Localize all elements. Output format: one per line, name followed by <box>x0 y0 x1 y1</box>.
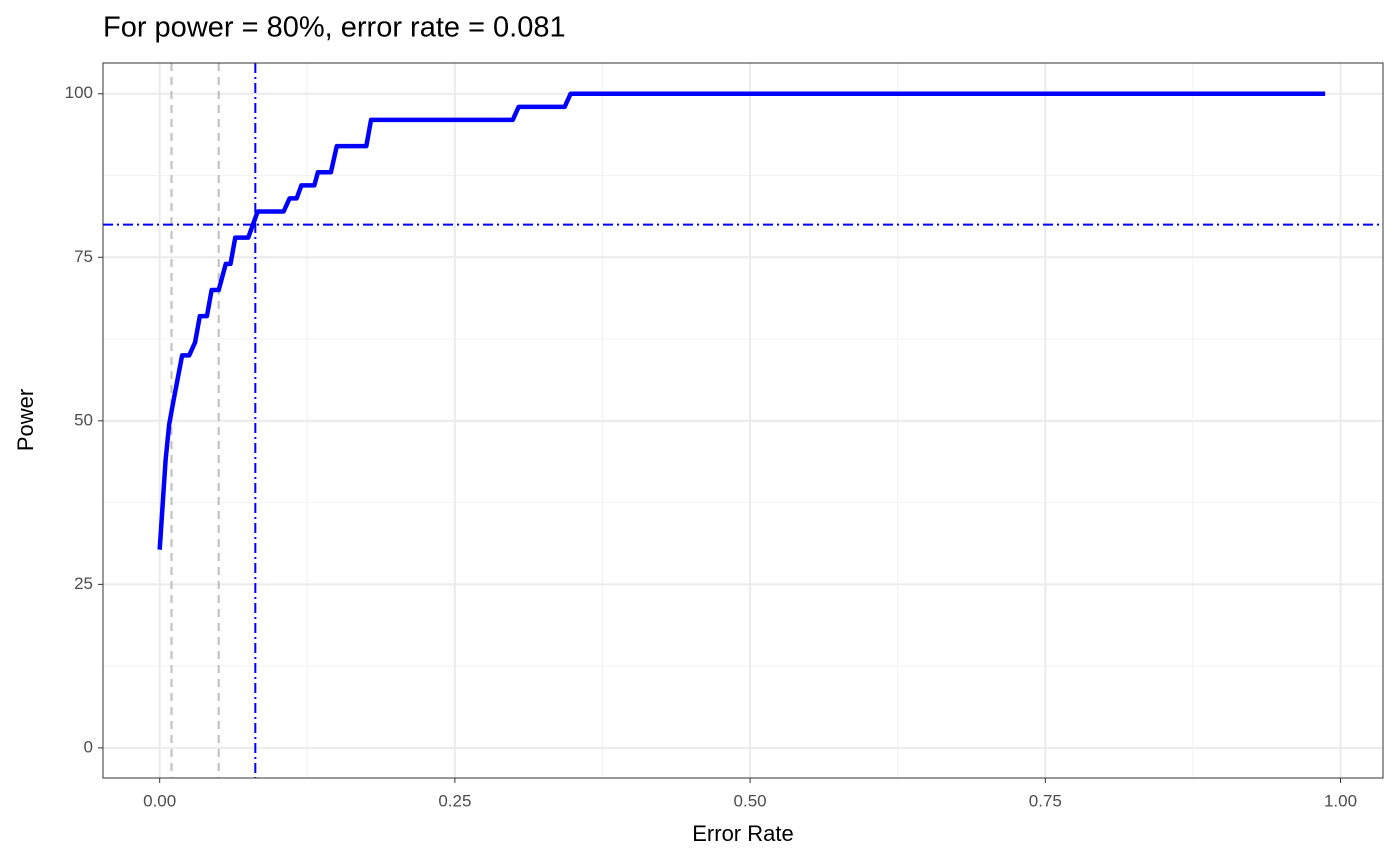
plot-border <box>102 62 1384 779</box>
x-axis-title: Error Rate <box>692 821 793 846</box>
y-tick-label: 100 <box>65 83 93 102</box>
y-tick-label: 50 <box>74 410 93 429</box>
power-curve <box>157 91 1326 550</box>
x-tick-label: 0.75 <box>1029 791 1062 810</box>
y-axis-title: Power <box>13 389 38 451</box>
y-tick-label: 75 <box>74 247 93 266</box>
x-tick-label: 1.00 <box>1324 791 1357 810</box>
x-tick-label: 0.25 <box>438 791 471 810</box>
chart-title: For power = 80%, error rate = 0.081 <box>103 12 566 44</box>
y-tick-label: 0 <box>84 737 93 756</box>
x-tick-label: 0.50 <box>734 791 767 810</box>
x-tick-label: 0.00 <box>143 791 176 810</box>
y-tick-label: 25 <box>74 574 93 593</box>
